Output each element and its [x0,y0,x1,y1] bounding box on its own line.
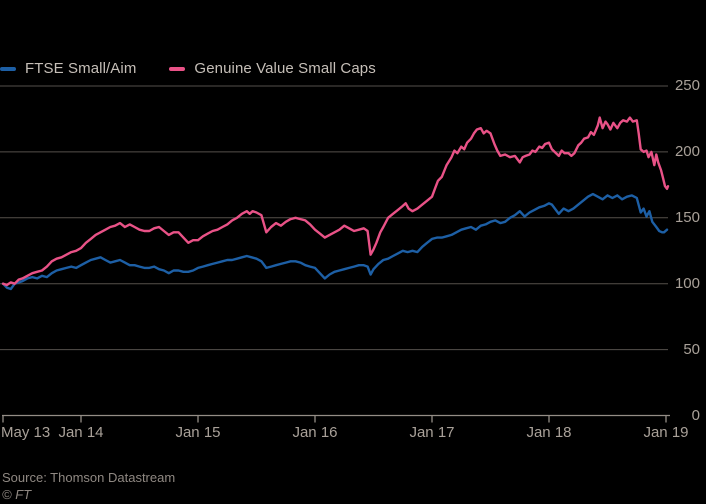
ftse-small-aim-line-path [1,192,669,291]
y-axis-label-250: 250 [674,77,700,94]
legend: FTSE Small/Aim Genuine Value Small Caps [0,60,376,77]
y-axis-label-100: 100 [674,274,700,292]
x-axis-label-jan-17: Jan 17 [409,424,455,441]
x-axis-label-jan-15: Jan 15 [175,424,221,441]
source-credit: Source: Thomson Datastream [2,470,176,485]
genuine-value-small-caps-line-path [1,116,670,287]
ft-copyright: © FT [2,487,32,502]
x-axis-label-jan-18: Jan 18 [526,424,572,441]
ftse-small-aim-line-swatch [0,66,16,71]
x-axis-label-jan-16: Jan 16 [292,424,338,441]
legend-label-ftse-small-aim: FTSE Small/Aim [25,60,137,77]
x-axis-label-may-13: May 13 [1,424,51,441]
legend-item-genuine-value-small-caps: Genuine Value Small Caps [169,60,376,77]
y-axis-label-150: 150 [674,208,700,226]
x-axis-label-jan-14: Jan 14 [58,424,104,441]
y-axis-label-50: 50 [683,340,700,358]
genuine-value-small-caps-line-swatch [169,66,186,71]
y-axis-label-0: 0 [691,406,700,424]
x-axis-label-jan-19: Jan 19 [643,424,689,441]
legend-label-genuine-value-small-caps: Genuine Value Small Caps [194,60,376,77]
y-axis-label-200: 200 [674,142,700,160]
legend-item-ftse-small-aim: FTSE Small/Aim [0,60,136,77]
